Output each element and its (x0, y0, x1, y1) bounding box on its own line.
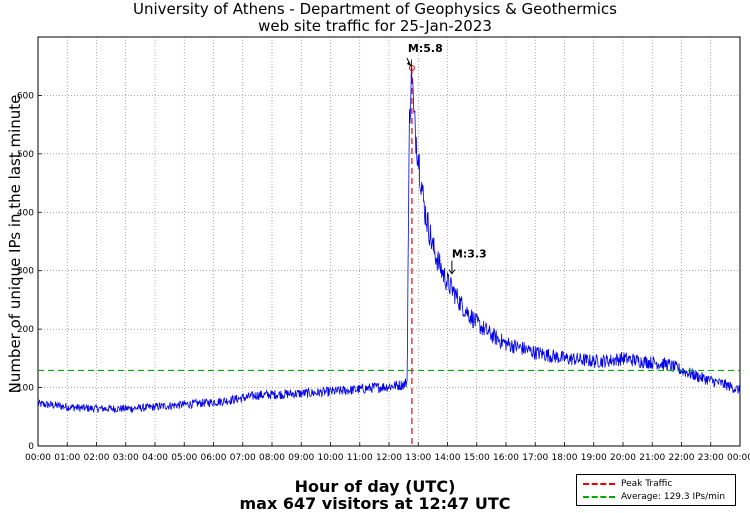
legend-peak-swatch (583, 482, 615, 485)
y-tick-label: 400 (17, 208, 34, 218)
x-tick-label: 02:00 (84, 453, 110, 463)
x-tick-label: 08:00 (259, 453, 285, 463)
x-tick-label: 21:00 (639, 453, 665, 463)
annotation-arrow-head (406, 60, 411, 66)
axes (37, 36, 741, 447)
series-layer (37, 59, 741, 414)
legend-peak-label: Peak Traffic (621, 479, 673, 489)
x-tick-label: 04:00 (142, 453, 168, 463)
y-tick-label: 100 (17, 384, 34, 394)
x-tick-label: 22:00 (669, 453, 695, 463)
y-tick-label: 300 (17, 267, 34, 277)
x-tick-label: 00:00 (25, 453, 51, 463)
traffic-series-line (37, 59, 741, 414)
annotation-arrow-head (448, 269, 456, 275)
x-tick-label: 01:00 (54, 453, 80, 463)
legend: Peak Traffic Average: 129.3 IPs/min (576, 474, 736, 506)
x-tick-label: 17:00 (522, 453, 548, 463)
legend-item-peak: Peak Traffic (583, 478, 672, 490)
peak-marker (408, 64, 415, 71)
y-tick-label: 0 (28, 442, 34, 452)
x-tick-label: 06:00 (201, 453, 227, 463)
x-axis-label: Hour of day (UTC) (294, 477, 456, 496)
x-tick-label: 20:00 (610, 453, 636, 463)
overlay-layer (38, 64, 740, 446)
tick-labels: 00:00 01:00 02:00 03:00 04:00 05:00 06:00 07:00… (17, 91, 750, 463)
x-tick-label: 15:00 (464, 453, 490, 463)
annotation-label: M:5.8 (408, 42, 443, 55)
y-tick-label: 500 (17, 150, 34, 160)
annotations: M:5.8 M:3.3 (406, 42, 487, 275)
x-tick-label: 13:00 (405, 453, 431, 463)
chart-title-line1: University of Athens - Department of Geo… (133, 0, 617, 18)
x-tick-label: 16:00 (493, 453, 519, 463)
x-tick-label: 23:00 (698, 453, 724, 463)
x-tick-label: 14:00 (435, 453, 461, 463)
grid (38, 37, 740, 446)
x-tick-label: 10:00 (318, 453, 344, 463)
legend-average-swatch (583, 495, 615, 498)
annotation-label: M:3.3 (452, 248, 487, 261)
x-tick-label: 12:00 (376, 453, 402, 463)
x-tick-label: 11:00 (347, 453, 373, 463)
x-tick-label: 09:00 (288, 453, 314, 463)
x-tick-label: 19:00 (581, 453, 607, 463)
x-tick-label: 03:00 (113, 453, 139, 463)
x-tick-label: 07:00 (230, 453, 256, 463)
x-tick-label: 05:00 (171, 453, 197, 463)
plot-frame (37, 36, 741, 447)
y-tick-label: 600 (17, 91, 34, 101)
chart-title-line2: web site traffic for 25-Jan-2023 (258, 17, 492, 35)
legend-item-average: Average: 129.3 IPs/min (583, 491, 725, 503)
y-axis-label: Number of unique IPs in the last minute (6, 94, 24, 394)
summary-text: max 647 visitors at 12:47 UTC (239, 494, 511, 513)
legend-average-label: Average: 129.3 IPs/min (621, 492, 726, 502)
x-tick-label: 00:00 (727, 453, 750, 463)
y-tick-label: 200 (17, 325, 34, 335)
x-tick-label: 18:00 (552, 453, 578, 463)
